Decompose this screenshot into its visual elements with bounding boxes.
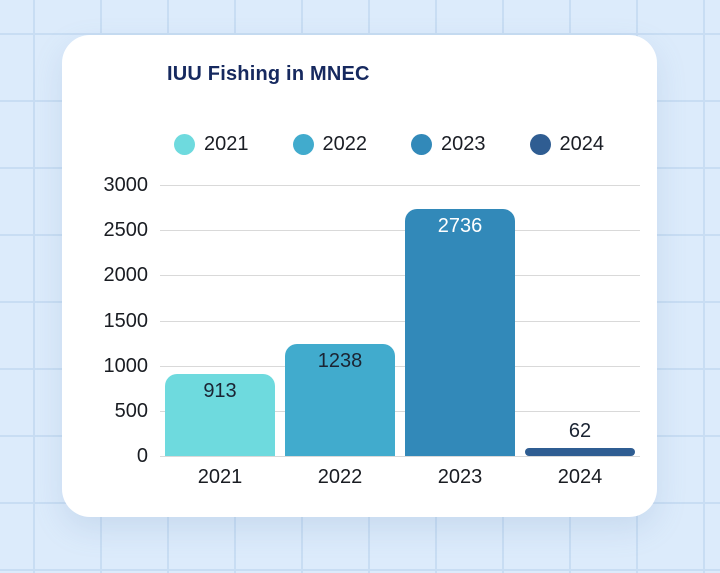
legend-label: 2021 <box>204 133 249 155</box>
legend-label: 2022 <box>322 133 368 155</box>
x-axis-tick-label: 2023 <box>437 466 483 488</box>
legend-swatch-icon <box>174 134 195 155</box>
y-axis-tick-label: 2000 <box>103 264 149 287</box>
legend: 2021 2022 2023 2024 <box>174 133 604 156</box>
bar-2024 <box>525 448 635 456</box>
y-axis-tick-label: 3000 <box>103 174 149 196</box>
chart-title: IUU Fishing in MNEC <box>167 63 370 85</box>
bar-2022: 1238 <box>285 344 395 456</box>
legend-item-2023: 2023 <box>411 133 486 156</box>
y-axis-tick-label: 0 <box>136 445 148 467</box>
plot-area: 0 500 1000 1500 2000 2500 3000 913 2021 1238 2022 2… <box>104 174 640 488</box>
gridline <box>160 275 640 277</box>
gridline <box>160 365 640 367</box>
legend-swatch-icon <box>292 134 314 155</box>
gridline <box>160 410 640 412</box>
x-axis-tick-label: 2021 <box>197 466 243 488</box>
bar-value-label: 1238 <box>317 350 363 373</box>
y-axis-tick-label: 1000 <box>103 354 149 377</box>
chart-card: IUU Fishing in MNEC 2021 2022 2023 2024 0 50… <box>62 35 657 517</box>
legend-label: 2024 <box>559 133 605 155</box>
bar-2023: 2736 <box>405 208 515 456</box>
legend-swatch-icon <box>411 134 432 155</box>
gridline <box>160 456 640 457</box>
bar-value-label: 62 <box>568 420 592 442</box>
legend-swatch-icon <box>529 134 551 155</box>
legend-label: 2023 <box>441 133 486 155</box>
legend-item-2022: 2022 <box>292 133 368 156</box>
bar-2021: 913 <box>165 373 275 456</box>
gridline <box>160 230 640 232</box>
gridline <box>160 185 640 186</box>
y-axis-tick-label: 500 <box>114 399 148 422</box>
x-axis-tick-label: 2022 <box>317 466 363 488</box>
legend-item-2021: 2021 <box>174 133 249 156</box>
legend-item-2024: 2024 <box>529 133 605 156</box>
bar-value-label: 2736 <box>437 214 483 237</box>
bar-value-label: 913 <box>203 379 237 402</box>
x-axis-tick-label: 2024 <box>557 466 603 488</box>
gridline <box>160 320 640 322</box>
y-axis-tick-label: 2500 <box>103 219 149 242</box>
y-axis-tick-label: 1500 <box>103 309 149 332</box>
